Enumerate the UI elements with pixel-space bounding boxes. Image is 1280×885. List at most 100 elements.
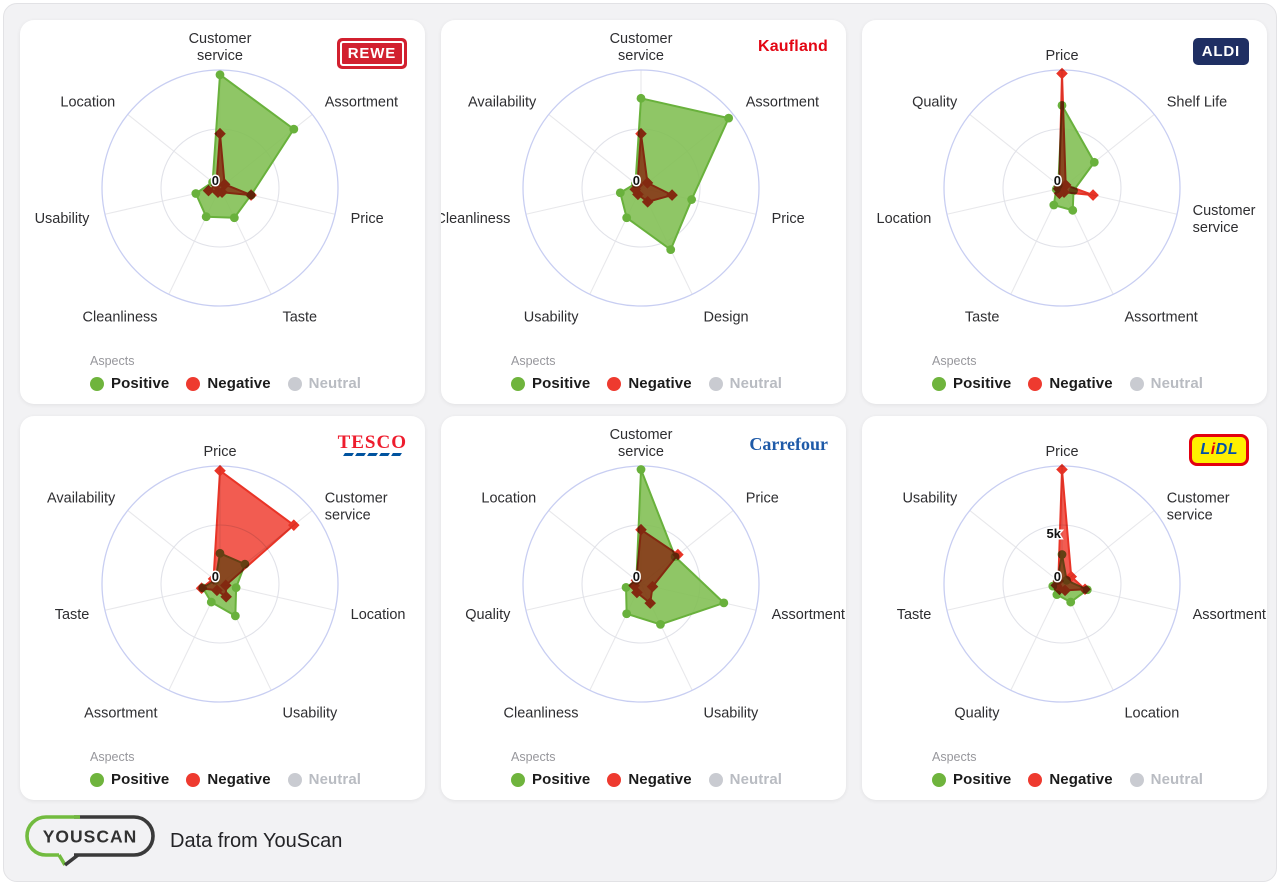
brand-logo-carrefour: Carrefour <box>749 434 828 455</box>
legend-title: Aspects <box>932 750 977 764</box>
axis-label: Availability <box>47 490 116 506</box>
legend-label: Negative <box>628 771 692 788</box>
youscan-bubble-dark <box>74 815 155 857</box>
legend-item-negative[interactable]: Negative <box>1028 771 1113 788</box>
legend-dot <box>607 376 622 391</box>
footer: YOUSCAN Data from YouScan <box>24 814 342 868</box>
legend-item-neutral[interactable]: Neutral <box>708 375 782 392</box>
legend-dot <box>186 376 201 391</box>
legend-item-negative[interactable]: Negative <box>607 771 692 788</box>
legend-item-neutral[interactable]: Neutral <box>1129 771 1204 788</box>
chart-card-lidl: LiDL Price Customer service Assortment Locat… <box>862 416 1267 800</box>
legend-item-negative[interactable]: Negative <box>607 375 692 392</box>
brand-logo-text: Carrefour <box>749 434 828 454</box>
axis-label: Price <box>772 211 805 227</box>
youscan-tail-dark <box>63 853 80 867</box>
legend-label: Negative <box>207 771 271 788</box>
legend-label: Negative <box>207 375 271 392</box>
positive-series <box>191 70 299 223</box>
footer-text: Data from YouScan <box>170 829 343 852</box>
brand-logo-text: TESCO <box>337 432 407 453</box>
axis-label: Assortment <box>1124 310 1197 326</box>
legend-dot <box>1028 376 1043 391</box>
legend-dot <box>90 376 104 391</box>
legend-label: Neutral <box>1150 375 1204 392</box>
axis-label: Price <box>351 211 384 227</box>
legend-item-negative[interactable]: Negative <box>186 375 271 392</box>
legend-items: Positive Negative Neutral <box>90 771 378 788</box>
legend-item-negative[interactable]: Negative <box>1028 375 1113 392</box>
legend-item-positive[interactable]: Positive <box>511 771 590 788</box>
radial-tick-label: 0 <box>633 569 640 584</box>
brand-logo-lidl: LiDL <box>1189 434 1249 466</box>
legend-item-neutral[interactable]: Neutral <box>287 771 361 788</box>
legend-title: Aspects <box>511 750 556 764</box>
axis-label: Assortment <box>772 607 845 623</box>
legend-item-positive[interactable]: Positive <box>90 771 169 788</box>
brand-logo-letter: L <box>1227 441 1238 458</box>
brand-logo-letter: i <box>1210 441 1216 458</box>
chart-card-kaufland: Kaufland Customer service Assortment Price D… <box>441 20 846 404</box>
axis-label: Assortment <box>746 94 819 110</box>
brand-logo-text: REWE <box>339 41 404 66</box>
chart-legend: Aspects Positive Negative Neutral <box>90 750 378 788</box>
axis-label: Cleanliness <box>441 211 510 227</box>
radial-tick-label: 0 <box>212 569 219 584</box>
axis-label: Quality <box>465 607 511 623</box>
axis-label: Customer <box>1193 203 1256 219</box>
brand-logo-letter: L <box>1200 441 1211 458</box>
chart-legend: Aspects Positive Negative Neutral <box>932 354 1220 392</box>
axis-label: Usability <box>902 490 958 506</box>
axis-label: Usability <box>524 310 580 326</box>
legend-item-positive[interactable]: Positive <box>90 375 169 392</box>
legend-item-neutral[interactable]: Neutral <box>708 771 782 788</box>
brand-logo-text: ALDI <box>1201 43 1240 60</box>
axis-label: Usability <box>282 706 338 722</box>
axis-label: Customer <box>1167 490 1230 506</box>
brand-logo-lidl: LiDL <box>1189 434 1249 466</box>
axis-label: Shelf Life <box>1167 94 1227 110</box>
legend-dot <box>607 772 622 787</box>
legend-dot <box>287 772 302 787</box>
legend-dot <box>708 772 723 787</box>
legend-title: Aspects <box>932 354 977 368</box>
axis-label: Price <box>1045 444 1078 460</box>
legend-dot <box>287 376 302 391</box>
legend-item-neutral[interactable]: Neutral <box>287 375 361 392</box>
legend-item-neutral[interactable]: Neutral <box>1129 375 1204 392</box>
axis-label: Usability <box>35 211 91 227</box>
brand-logo-letter: D <box>1215 441 1228 458</box>
chart-card-aldi: ALDI Price Shelf Life Customer service Assor… <box>862 20 1267 404</box>
legend-item-negative[interactable]: Negative <box>186 771 271 788</box>
legend-item-positive[interactable]: Positive <box>511 375 590 392</box>
chart-legend: Aspects Positive Negative Neutral <box>511 354 799 392</box>
legend-dot <box>1129 772 1144 787</box>
legend-items: Positive Negative Neutral <box>90 375 378 392</box>
brand-logo-kaufland: Kaufland <box>758 38 828 56</box>
legend-label: Neutral <box>1150 771 1204 788</box>
axis-label: service <box>618 444 664 460</box>
legend-item-positive[interactable]: Positive <box>932 375 1011 392</box>
legend-items: Positive Negative Neutral <box>932 771 1220 788</box>
legend-items: Positive Negative Neutral <box>511 375 799 392</box>
axis-label: service <box>197 48 243 64</box>
legend-label: Negative <box>1049 375 1113 392</box>
chart-legend: Aspects Positive Negative Neutral <box>90 354 378 392</box>
axis-label: Location <box>1124 706 1179 722</box>
legend-items: Positive Negative Neutral <box>511 771 799 788</box>
radial-tick-label: 0 <box>633 173 640 188</box>
legend-label: Positive <box>111 375 170 392</box>
chart-card-tesco: TESCO Price Customer service Location Usabil… <box>20 416 425 800</box>
youscan-logo: YOUSCAN <box>25 815 155 867</box>
brand-logo-rewe: REWE <box>336 38 407 69</box>
legend-item-positive[interactable]: Positive <box>932 771 1011 788</box>
